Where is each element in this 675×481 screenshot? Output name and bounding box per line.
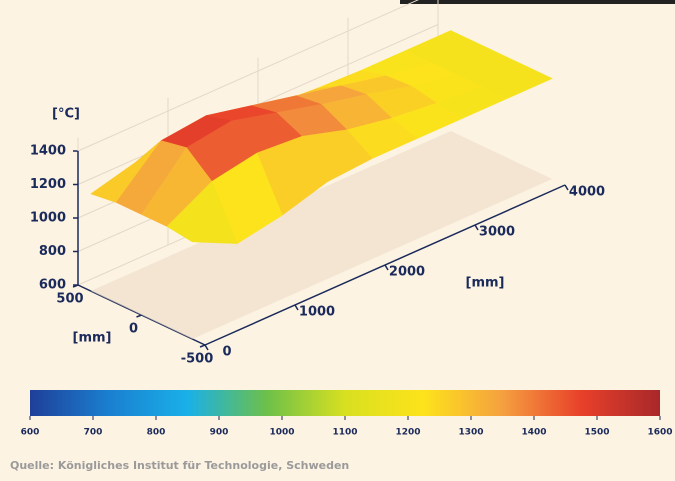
- colorbar-tick-label: 700: [84, 428, 103, 438]
- y-tick-label: 0: [129, 322, 138, 337]
- colorbar-tick-label: 1200: [395, 428, 420, 438]
- source: Quelle: Königliches Institut für Technol…: [10, 459, 349, 472]
- z-tick-label: 1400: [30, 144, 66, 159]
- z-tick-label: 800: [39, 244, 66, 259]
- x-tick: [564, 184, 569, 191]
- colorbar-tick-label: 800: [147, 428, 166, 438]
- z-tick-label: 1000: [30, 211, 66, 226]
- y-tick-label: 500: [56, 292, 83, 307]
- y-axis-label: [mm]: [73, 331, 112, 346]
- x-tick: [204, 344, 209, 351]
- x-tick-label: 0: [222, 345, 231, 360]
- colorbar-ticks: 600 700 800 900 1000 1100 1200 1300 1400 1500 1600: [21, 416, 673, 438]
- colorbar-tick-label: 1600: [647, 428, 672, 438]
- x-tick: [294, 304, 299, 311]
- top-strip: [400, 0, 675, 4]
- colorbar-tick-label: 1400: [521, 428, 546, 438]
- colorbar-tick-label: 1500: [584, 428, 609, 438]
- x-tick-label: 2000: [389, 265, 425, 280]
- x-tick: [384, 264, 389, 271]
- z-tick-label: 600: [39, 278, 66, 293]
- x-tick-label: 4000: [569, 185, 605, 200]
- x-tick-label: 3000: [479, 225, 515, 240]
- colorbar-tick-label: 1000: [269, 428, 294, 438]
- z-axis-label: [°C]: [52, 107, 80, 122]
- y-tick: [72, 284, 79, 288]
- x-axis: [204, 184, 566, 346]
- colorbar-tick-label: 1100: [332, 428, 357, 438]
- floor-shadow: [90, 131, 553, 339]
- colorbar: [30, 390, 660, 416]
- surface-cell: [166, 180, 238, 244]
- y-tick-label: -500: [181, 352, 214, 367]
- colorbar-tick-label: 900: [210, 428, 229, 438]
- x-axis-label: [mm]: [466, 276, 505, 291]
- colorbar-tick-label: 600: [21, 428, 40, 438]
- x-tick: [474, 224, 479, 231]
- x-tick-label: 1000: [299, 305, 335, 320]
- z-tick-label: 1200: [30, 177, 66, 192]
- colorbar-tick-label: 1300: [458, 428, 483, 438]
